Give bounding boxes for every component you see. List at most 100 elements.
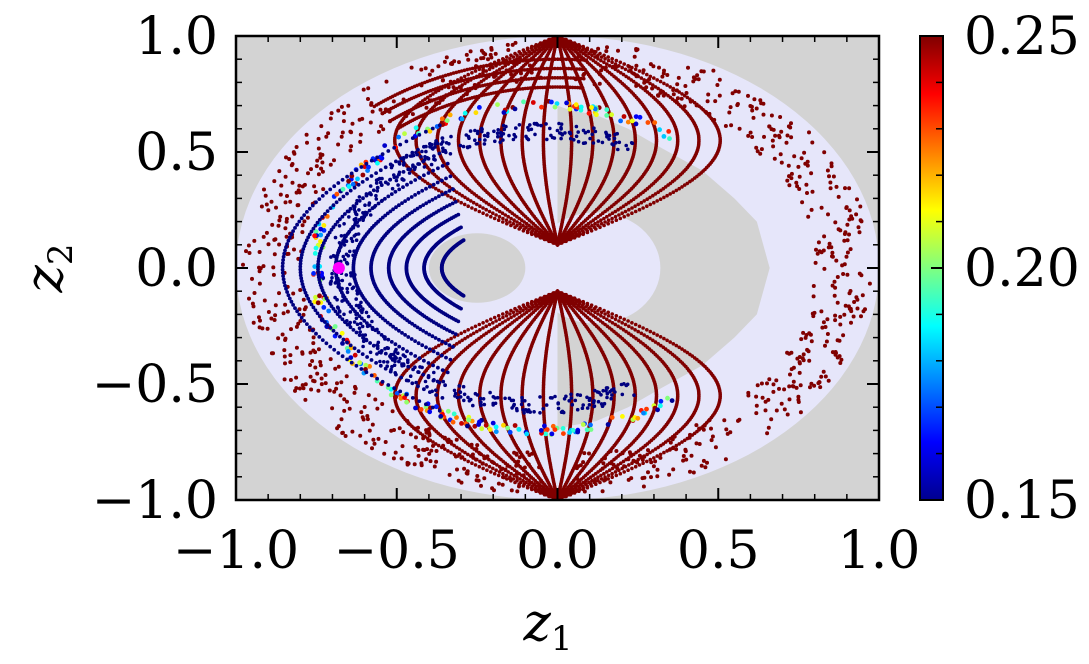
scatter-point (568, 237, 573, 242)
scatter-point (847, 208, 852, 213)
scatter-point (572, 296, 577, 301)
scatter-point (491, 466, 495, 471)
scatter-point (621, 204, 626, 208)
scatter-point (653, 447, 658, 451)
scatter-point (509, 478, 513, 483)
scatter-point (419, 67, 424, 72)
scatter-point (495, 207, 499, 212)
scatter-point (671, 92, 676, 97)
plot-area (236, 36, 879, 500)
scatter-point (316, 146, 321, 151)
scatter-point (658, 197, 663, 201)
scatter-point (613, 67, 618, 72)
scatter-point (378, 107, 383, 112)
scatter-point (629, 454, 633, 458)
scatter-point (594, 305, 598, 309)
scatter-point (590, 308, 594, 313)
scatter-point (684, 91, 689, 95)
scatter-point (634, 63, 639, 68)
scatter-point (547, 37, 551, 42)
scatter-point (750, 135, 755, 139)
scatter-point (425, 436, 430, 441)
scatter-point (809, 171, 814, 176)
scatter-point (832, 293, 837, 298)
scatter-point (608, 480, 613, 485)
scatter-point (513, 306, 517, 311)
scatter-point (288, 360, 293, 365)
scatter-point (339, 134, 344, 139)
scatter-point (391, 456, 396, 461)
scatter-point (358, 139, 363, 144)
scatter-point (626, 319, 630, 323)
scatter-point (296, 321, 301, 326)
scatter-point (436, 343, 441, 348)
scatter-point (709, 426, 713, 431)
scatter-point (284, 219, 289, 224)
scatter-point (662, 81, 666, 86)
scatter-point (522, 220, 526, 224)
scatter-point (679, 96, 684, 101)
scatter-point (391, 99, 396, 104)
scatter-point (610, 216, 614, 221)
scatter-point (606, 473, 611, 478)
scatter-point (335, 426, 340, 431)
scatter-point (484, 324, 489, 329)
scatter-point (513, 51, 517, 56)
scatter-point (826, 378, 831, 383)
scatter-point (656, 86, 660, 91)
scatter-point (551, 291, 555, 295)
scatter-point (789, 121, 793, 126)
scatter-point (677, 345, 681, 350)
scatter-point (457, 447, 462, 451)
scatter-point (668, 447, 672, 451)
scatter-point (449, 195, 453, 200)
scatter-point (547, 239, 551, 244)
scatter-point (284, 234, 289, 239)
scatter-point (484, 200, 489, 205)
scatter-point (538, 236, 543, 240)
scatter-point (370, 109, 375, 114)
scatter-point (639, 456, 644, 460)
scatter-point (512, 314, 516, 318)
scatter-point (788, 372, 792, 377)
scatter-point (668, 340, 672, 344)
scatter-point (495, 463, 499, 467)
scatter-point (258, 318, 262, 323)
scatter-point (470, 461, 474, 466)
scatter-point (281, 311, 286, 316)
scatter-point (278, 192, 283, 197)
scatter-point (752, 97, 757, 102)
scatter-point (627, 69, 631, 73)
scatter-point (787, 397, 792, 402)
scatter-point (473, 324, 478, 329)
scatter-point (627, 450, 632, 455)
scatter-point (264, 230, 269, 235)
scatter-point (603, 475, 607, 480)
scatter-point (481, 211, 485, 215)
scatter-point (648, 195, 652, 200)
scatter-point (602, 223, 606, 228)
scatter-point (624, 74, 628, 79)
scatter-point (827, 174, 831, 179)
scatter-point (512, 450, 517, 455)
scatter-point (770, 138, 775, 143)
scatter-point (648, 329, 653, 334)
scatter-point (485, 213, 489, 217)
scatter-point (261, 264, 266, 269)
scatter-point (691, 470, 696, 475)
scatter-point (372, 441, 377, 446)
scatter-point (589, 484, 594, 488)
scatter-point (652, 76, 656, 80)
scatter-point (602, 471, 606, 476)
scatter-point (667, 472, 672, 477)
scatter-point (431, 443, 435, 448)
scatter-point (365, 417, 370, 422)
scatter-point (620, 211, 624, 215)
scatter-point (494, 213, 498, 217)
scatter-point (363, 440, 368, 445)
scatter-point (406, 461, 411, 466)
scatter-point (645, 459, 649, 464)
scatter-point (428, 459, 433, 464)
scatter-point (691, 79, 696, 84)
scatter-point (494, 468, 498, 473)
